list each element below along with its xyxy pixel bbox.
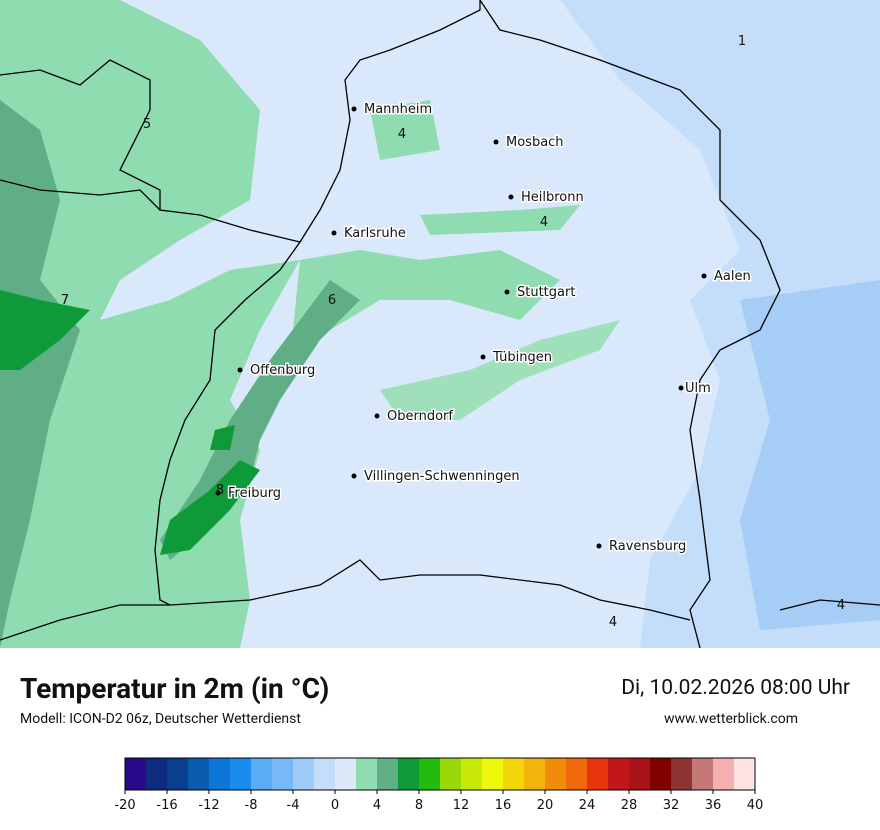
colorbar-swatch [188, 758, 210, 790]
colorbar-swatch [356, 758, 378, 790]
colorbar-swatch [650, 758, 672, 790]
warm-core [210, 425, 235, 450]
colorbar-swatch [167, 758, 189, 790]
contour-label: 8 [216, 483, 224, 498]
mild-area [370, 100, 440, 160]
warm-area [0, 100, 80, 648]
cold-area [740, 280, 880, 630]
city-dot [374, 413, 380, 419]
colorbar-swatch [587, 758, 609, 790]
colorbar-swatch [524, 758, 546, 790]
colorbar-tick-label: 28 [621, 798, 638, 813]
colorbar-swatch [608, 758, 630, 790]
mild-area [380, 320, 620, 420]
colorbar-swatch [251, 758, 273, 790]
colorbar-swatch [272, 758, 294, 790]
colorbar-swatch [503, 758, 525, 790]
city-label: Karlsruhe [344, 226, 406, 241]
warm-core [160, 460, 260, 555]
contour-label: 4 [398, 127, 406, 142]
city-dot [678, 385, 684, 391]
city-dot [351, 106, 357, 112]
colorbar-tick-label: -4 [287, 798, 300, 813]
colorbar-tick-label: 20 [537, 798, 554, 813]
colorbar: -20 -16 -12 -8 -4 0 4 8 12 16 20 24 28 32 36 40 [114, 757, 764, 813]
city-dot [331, 230, 337, 236]
colorbar-tick-label: 40 [747, 798, 764, 813]
colorbar-tick-label: 12 [453, 798, 470, 813]
city-dot [508, 194, 514, 200]
colorbar-swatch [293, 758, 315, 790]
mild-area [420, 205, 580, 235]
colorbar-tick-label: -12 [198, 798, 219, 813]
city-label: Oberndorf [387, 409, 453, 424]
city-dot [480, 354, 486, 360]
colorbar-swatch [419, 758, 441, 790]
colorbar-swatch [314, 758, 336, 790]
city-label: Freiburg [228, 486, 281, 501]
contour-label: 4 [609, 615, 617, 630]
colorbar-swatch [335, 758, 357, 790]
colorbar-swatch [209, 758, 231, 790]
contour-label: 1 [738, 34, 746, 49]
colorbar-swatch [125, 758, 147, 790]
colorbar-swatch [545, 758, 567, 790]
date: Di, 10.02.2026 08:00 Uhr [621, 676, 850, 700]
city-label: Tübingen [492, 350, 552, 365]
city-label: Aalen [714, 269, 751, 284]
colorbar-swatch [629, 758, 651, 790]
colorbar-swatch [713, 758, 735, 790]
colorbar-swatch [671, 758, 693, 790]
colorbar-swatch [566, 758, 588, 790]
city-dot [701, 273, 707, 279]
mild-area [290, 250, 560, 360]
colorbar-tick-label: 36 [705, 798, 722, 813]
contour-label: 4 [540, 215, 548, 230]
city-dot [351, 473, 357, 479]
colorbar-tick-label: -16 [156, 798, 177, 813]
city-dot [237, 367, 243, 373]
city-label: Ravensburg [609, 539, 686, 554]
contour-label: 4 [837, 598, 845, 613]
map: Mannheim Mosbach Heilbronn Karlsruhe Aalen St… [0, 0, 880, 648]
contour-label: 6 [328, 293, 336, 308]
contour-label: 5 [143, 117, 151, 132]
colorbar-tick-label: 24 [579, 798, 596, 813]
colorbar-swatch [482, 758, 504, 790]
city-label: Mannheim [364, 102, 432, 117]
subtitle: Modell: ICON-D2 06z, Deutscher Wetterdie… [20, 711, 301, 727]
colorbar-tick-label: 4 [373, 798, 381, 813]
colorbar-swatch [146, 758, 168, 790]
contour-label: 7 [61, 293, 69, 308]
colorbar-swatch [734, 758, 756, 790]
colorbar-swatch [377, 758, 399, 790]
city-label: Ulm [685, 381, 711, 396]
colorbar-tick-label: 32 [663, 798, 680, 813]
colorbar-tick-label: -20 [114, 798, 135, 813]
website: www.wetterblick.com [663, 711, 798, 727]
city-dot [504, 289, 510, 295]
colorbar-tick-label: 16 [495, 798, 512, 813]
colorbar-swatch [461, 758, 483, 790]
city-label: Stuttgart [517, 285, 575, 300]
city-dot [493, 139, 499, 145]
colorbar-tick-label: 0 [331, 798, 339, 813]
warm-core [0, 290, 90, 370]
colorbar-swatch [230, 758, 252, 790]
colorbar-tick-label: -8 [245, 798, 258, 813]
city-label: Offenburg [250, 363, 315, 378]
city-label: Mosbach [506, 135, 564, 150]
colorbar-swatch [692, 758, 714, 790]
borders [0, 0, 880, 648]
title: Temperatur in 2m (in °C) [20, 672, 330, 705]
colorbar-swatch [398, 758, 420, 790]
city-label: Heilbronn [521, 190, 584, 205]
colorbar-swatch [440, 758, 462, 790]
city-dot [596, 543, 602, 549]
colorbar-tick-label: 8 [415, 798, 423, 813]
city-dot [215, 490, 221, 496]
colorbar-frame [124, 757, 756, 791]
city-label: Villingen-Schwenningen [364, 469, 520, 484]
